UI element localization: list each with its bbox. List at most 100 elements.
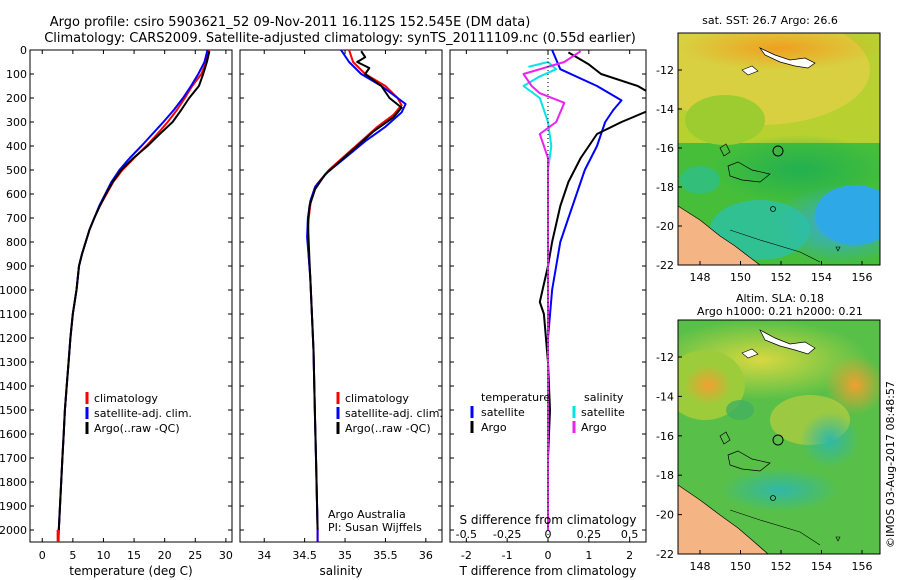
salinity-series	[306, 50, 407, 542]
map-x-tick-label: 156	[852, 271, 873, 284]
y-tick-label: 1100	[0, 308, 27, 321]
secondary-tick-label: -0.25	[493, 528, 521, 541]
temperature-xlabel: temperature (deg C)	[69, 564, 192, 578]
map-x-tick-label: 150	[730, 560, 751, 573]
legend-label-satellite-adj: satellite-adj. clim.	[94, 407, 192, 420]
y-tick-label: 500	[6, 164, 27, 177]
y-tick-label: 100	[6, 68, 27, 81]
secondary-tick-label: 0.25	[577, 528, 602, 541]
argo-australia-label: Argo Australia	[328, 508, 406, 521]
y-tick-label: 1000	[0, 284, 27, 297]
x-tick-label: 5	[69, 549, 76, 562]
y-tick-label: 1400	[0, 380, 27, 393]
x-tick-label: 1	[585, 549, 592, 562]
y-tick-label: 1500	[0, 404, 27, 417]
map-y-tick-label: -16	[656, 430, 674, 443]
salinity-legend: climatology satellite-adj. clim. Argo(..…	[336, 392, 443, 435]
map-x-tick-label: 156	[852, 560, 873, 573]
map-x-tick-label: 148	[690, 271, 711, 284]
legend-label-s-satellite: satellite	[581, 406, 625, 419]
sst-map-frame	[677, 32, 881, 266]
y-tick-label: 1900	[0, 500, 27, 513]
map-y-tick-label: -16	[656, 142, 674, 155]
x-tick-label: 34.5	[292, 549, 317, 562]
y-tick-label: 2000	[0, 524, 27, 537]
x-tick-label: 15	[127, 549, 141, 562]
sla-map-image	[678, 320, 880, 554]
legend-label-t-satellite: satellite	[481, 406, 525, 419]
x-tick-label: 35.5	[373, 549, 398, 562]
series-line-argo-raw-qc	[306, 50, 403, 531]
x-tick-label: 0	[39, 549, 46, 562]
x-tick-label: 34	[257, 549, 271, 562]
sst-map-title: sat. SST: 26.7 Argo: 26.6	[702, 14, 838, 27]
sla-map-ticks: 148 150 152 154 156 -12 -14 -16 -18 -20 -22	[656, 351, 872, 573]
y-tick-label: 400	[6, 140, 27, 153]
map-x-tick-label: 150	[730, 271, 751, 284]
imos-copyright: ©IMOS 03-Aug-2017 08:48:57	[884, 381, 897, 548]
legend-label-t-argo: Argo	[481, 421, 507, 434]
pi-label: PI: Susan Wijffels	[328, 521, 422, 534]
map-y-tick-label: -20	[656, 509, 674, 522]
secondary-tick-label: 0.5	[621, 528, 639, 541]
temperature-series	[56, 50, 211, 542]
salinity-axis-ticks: 34 34.5 35 35.5 36	[240, 49, 442, 562]
map-x-tick-label: 154	[811, 560, 832, 573]
argo-location-marker	[772, 145, 784, 157]
secondary-tick-label: -0.5	[456, 528, 477, 541]
map-x-tick-label: 148	[690, 560, 711, 573]
x-tick-label: -2	[461, 549, 472, 562]
argo-location-marker	[772, 434, 784, 446]
map-x-tick-label: 154	[811, 271, 832, 284]
y-tick-label: 200	[6, 92, 27, 105]
series-line-satellite-adj-clim	[306, 50, 407, 542]
y-tick-label: 0	[20, 44, 27, 57]
map-y-tick-label: -14	[656, 390, 674, 403]
figure-title-line1: Argo profile: csiro 5903621_52 09-Nov-20…	[50, 15, 531, 30]
map-y-tick-label: -22	[656, 259, 674, 272]
y-tick-label: 1300	[0, 356, 27, 369]
temperature-axis-ticks: 0100200300400500600700800900100011001200…	[0, 44, 233, 562]
y-tick-label: 1800	[0, 476, 27, 489]
sla-map-title-line1: Altim. SLA: 0.18	[736, 292, 824, 305]
sst-map-image	[678, 33, 880, 265]
y-tick-label: 600	[6, 188, 27, 201]
map-y-tick-label: -12	[656, 64, 674, 77]
legend-label-argo: Argo(..raw -QC)	[94, 422, 180, 435]
y-tick-label: 1600	[0, 428, 27, 441]
legend-header-salinity: salinity	[584, 391, 624, 404]
x-tick-label: 2	[626, 549, 633, 562]
legend-header-temperature: temperature	[481, 391, 550, 404]
map-y-tick-label: -18	[656, 469, 674, 482]
sla-map-title-line2: Argo h1000: 0.21 h2000: 0.21	[697, 305, 863, 318]
map-x-tick-label: 152	[771, 271, 792, 284]
difference-series	[522, 50, 646, 530]
x-tick-label: 30	[219, 549, 233, 562]
y-tick-label: 300	[6, 116, 27, 129]
figure-title-line2: Climatology: CARS2009. Satellite-adjuste…	[44, 31, 636, 46]
map-y-tick-label: -22	[656, 548, 674, 561]
series-line-t-satellite	[547, 50, 623, 530]
y-tick-label: 800	[6, 236, 27, 249]
legend-label-argo: Argo(..raw -QC)	[345, 422, 431, 435]
map-y-tick-label: -12	[656, 351, 674, 364]
series-line-climatology	[57, 50, 210, 542]
y-tick-label: 700	[6, 212, 27, 225]
temperature-plot-frame	[29, 49, 233, 543]
difference-xlabel-top: S difference from climatology	[460, 513, 637, 527]
series-line-satellite-adj-clim	[57, 50, 209, 542]
legend-label-satellite-adj: satellite-adj. clim.	[345, 407, 443, 420]
x-tick-label: 0	[545, 549, 552, 562]
difference-legend: temperature salinity satellite Argo sate…	[470, 391, 625, 434]
legend-label-s-argo: Argo	[581, 421, 607, 434]
map-y-tick-label: -20	[656, 220, 674, 233]
salinity-xlabel: salinity	[319, 564, 362, 578]
legend-label-climatology: climatology	[345, 392, 409, 405]
x-tick-label: 35	[338, 549, 352, 562]
y-tick-label: 900	[6, 260, 27, 273]
x-tick-label: 36	[419, 549, 433, 562]
temperature-legend: climatology satellite-adj. clim. Argo(..…	[85, 392, 192, 435]
x-tick-label: -1	[502, 549, 513, 562]
x-tick-label: 25	[188, 549, 202, 562]
